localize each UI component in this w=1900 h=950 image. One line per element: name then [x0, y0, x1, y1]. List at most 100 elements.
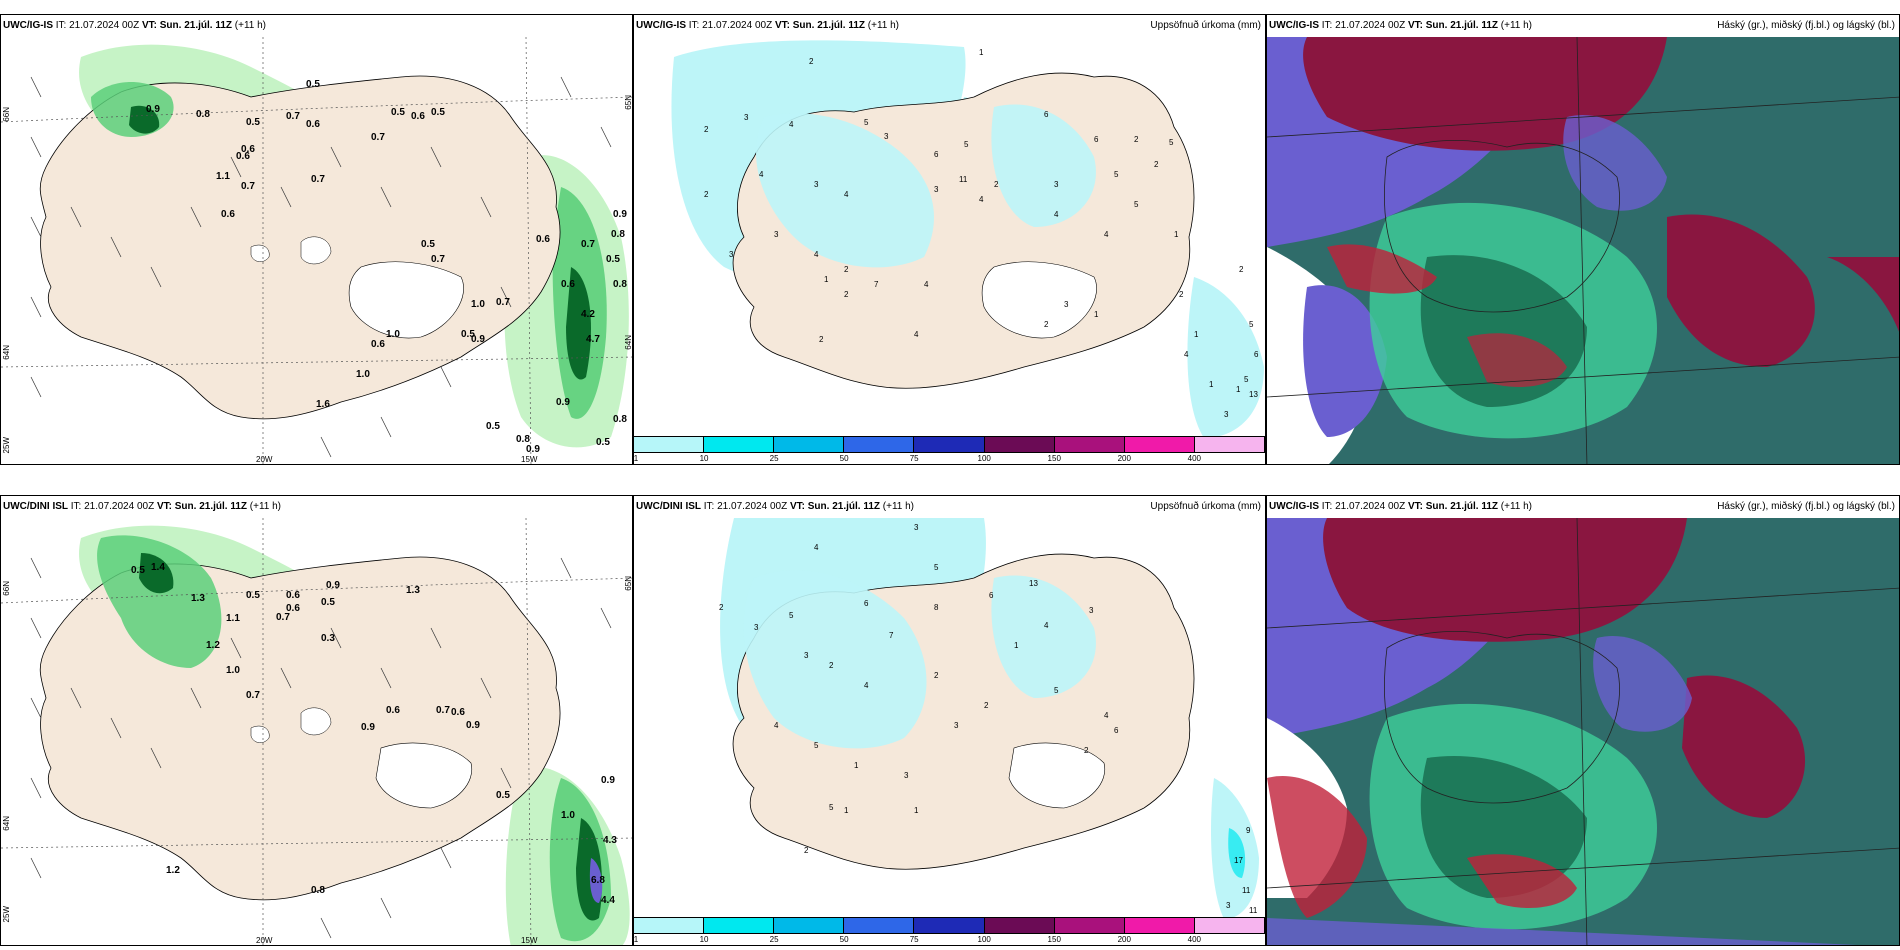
it-label: IT:: [55, 20, 67, 31]
lon-label: 15W: [521, 455, 538, 464]
panel-header: UWC/IG-IS IT: 21.07.2024 00Z VT: Sun. 21…: [636, 20, 899, 31]
value-label: 1.1: [226, 613, 240, 624]
lat-label: 64N: [624, 335, 633, 350]
model-name: UWC/IG-IS: [1269, 20, 1319, 31]
vt-value: Sun. 21.júl. 11Z: [174, 501, 247, 512]
it-value: 21.07.2024 00Z: [1335, 501, 1406, 512]
value-label: 0.8: [311, 885, 325, 896]
colorbar-swatch: [984, 918, 1055, 933]
colorbar-tick: 75: [909, 935, 919, 944]
panel-bottom-left: UWC/DINI ISL IT: 21.07.2024 00Z VT: Sun.…: [0, 495, 633, 946]
lat-label: 66N: [2, 581, 11, 596]
value-label: 0.6: [221, 209, 235, 220]
value-label: 4: [774, 721, 779, 730]
value-label: 0.7: [241, 181, 255, 192]
value-label: 6: [1044, 110, 1049, 119]
value-label: 1: [824, 275, 829, 284]
value-label: 5: [1244, 375, 1249, 384]
vt-label: VT:: [774, 20, 790, 31]
it-value: 21.07.2024 00Z: [84, 501, 155, 512]
colorbar-tick: 150: [1047, 935, 1061, 944]
colorbar-tick: 150: [1047, 454, 1061, 463]
vt-value: Sun. 21.júl. 11Z: [792, 20, 865, 31]
precip-colorbar: 1 10 25 50 75 100 150 200 400: [634, 436, 1265, 464]
colorbar-tick: 400: [1187, 935, 1201, 944]
value-label: 0.8: [611, 229, 625, 240]
lead-time: (+11 h): [882, 501, 915, 512]
lon-label: 20W: [256, 936, 273, 945]
colorbar-swatch: [634, 437, 705, 452]
panel-top-left: UWC/IG-IS IT: 21.07.2024 00Z VT: Sun. 21…: [0, 14, 633, 465]
value-label: 0.5: [596, 437, 610, 448]
colorbar-tick: 100: [977, 454, 991, 463]
value-label: 5: [1169, 138, 1174, 147]
vt-value: Sun. 21.júl. 11Z: [1425, 501, 1498, 512]
value-label: 1.2: [166, 865, 180, 876]
value-label: 0.3: [321, 633, 335, 644]
value-label: 1.1: [216, 171, 230, 182]
value-label: 6: [1254, 350, 1259, 359]
lead-time: (+11 h): [1500, 501, 1533, 512]
lon-label: 20W: [256, 455, 273, 464]
value-label: 2: [1084, 746, 1089, 755]
value-label: 0.5: [391, 107, 405, 118]
value-label: 17: [1234, 856, 1243, 865]
lat-label: 25W: [2, 906, 11, 923]
value-label: 0.7: [311, 174, 325, 185]
value-label: 1: [1209, 380, 1214, 389]
value-label: 7: [874, 280, 879, 289]
value-label: 3: [814, 180, 819, 189]
value-label: 0.8: [613, 279, 627, 290]
value-label: 2: [844, 265, 849, 274]
value-label: 3: [1226, 901, 1231, 910]
value-label: 11: [959, 175, 968, 184]
value-label: 0.7: [371, 132, 385, 143]
value-label: 0.6: [451, 707, 465, 718]
value-label: 1.2: [206, 640, 220, 651]
vt-label: VT:: [789, 501, 805, 512]
value-label: 0.6: [536, 234, 550, 245]
lead-time: (+11 h): [249, 501, 282, 512]
value-label: 4: [914, 330, 919, 339]
model-name: UWC/IG-IS: [1269, 501, 1319, 512]
colorbar-tick: 200: [1117, 935, 1131, 944]
colorbar-swatch: [984, 437, 1055, 452]
value-label: 6: [1094, 135, 1099, 144]
field-title: Háský (gr.), miðský (fj.bl.) og lágský (…: [1717, 20, 1895, 31]
value-label: 0.5: [486, 421, 500, 432]
colorbar-tick: 50: [839, 454, 849, 463]
it-label: IT:: [70, 501, 82, 512]
value-label: 3: [904, 771, 909, 780]
value-label: 2: [829, 661, 834, 670]
value-label: 1: [1094, 310, 1099, 319]
value-label: 2: [1179, 290, 1184, 299]
value-label: 0.8: [516, 434, 530, 445]
value-label: 0.6: [241, 144, 255, 155]
value-label: 5: [1249, 320, 1254, 329]
colorbar-tick: 10: [699, 454, 709, 463]
value-label: 1: [914, 806, 919, 815]
it-label: IT:: [1321, 501, 1333, 512]
value-label: 0.9: [146, 104, 160, 115]
colorbar-swatch: [774, 437, 845, 452]
vt-value: Sun. 21.júl. 11Z: [1425, 20, 1498, 31]
value-label: 0.5: [421, 239, 435, 250]
precip-map: 2 1 3 2 4 5 6 3 2 4 3 4 5 2 6 3 11 4 3 5…: [634, 37, 1265, 438]
lat-label: 65N: [624, 95, 633, 110]
value-label: 4: [1104, 711, 1109, 720]
value-label: 0.6: [286, 590, 300, 601]
value-label: 6: [989, 591, 994, 600]
value-label: 11: [1242, 886, 1251, 895]
value-label: 0.5: [431, 107, 445, 118]
value-label: 4: [814, 250, 819, 259]
value-label: 2: [844, 290, 849, 299]
value-label: 4: [759, 170, 764, 179]
value-label: 9: [1246, 826, 1251, 835]
colorbar-swatch: [774, 918, 845, 933]
value-label: 6: [934, 150, 939, 159]
value-label: 0.5: [496, 790, 510, 801]
value-label: 1: [1014, 641, 1019, 650]
model-name: UWC/IG-IS: [636, 20, 686, 31]
lead-time: (+11 h): [867, 20, 900, 31]
value-label: 0.7: [246, 690, 260, 701]
